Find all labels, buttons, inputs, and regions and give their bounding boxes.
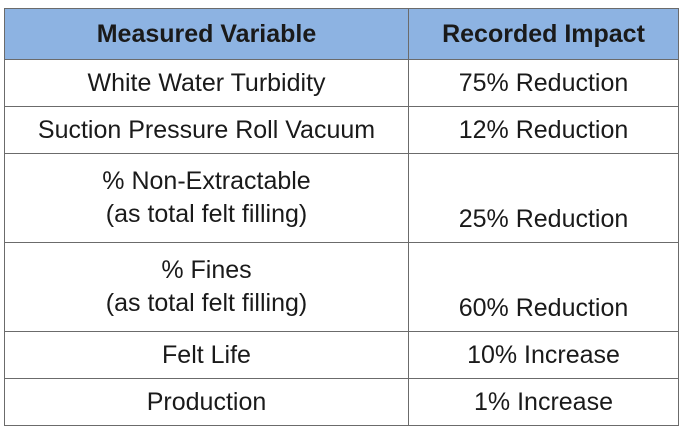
variable-line-note: (as total felt filling)	[105, 289, 308, 317]
variable-cell: Felt Life	[4, 331, 409, 379]
impact-cell: 60% Reduction	[408, 242, 679, 332]
impact-cell: 1% Increase	[408, 378, 679, 426]
variable-line-note: (as total felt filling)	[105, 200, 308, 228]
variable-cell: White Water Turbidity	[4, 59, 409, 107]
variable-cell: % Non-Extractable (as total felt filling…	[4, 153, 409, 243]
variable-cell: Suction Pressure Roll Vacuum	[4, 106, 409, 154]
table-row: % Fines (as total felt filling) 60% Redu…	[4, 242, 679, 332]
variable-cell: % Fines (as total felt filling)	[4, 242, 409, 332]
header-row: Measured Variable Recorded Impact	[4, 8, 679, 60]
column-header-measured-variable: Measured Variable	[4, 8, 409, 60]
impact-cell: 10% Increase	[408, 331, 679, 379]
impact-cell: 12% Reduction	[408, 106, 679, 154]
table-row: % Non-Extractable (as total felt filling…	[4, 153, 679, 243]
variable-cell: Production	[4, 378, 409, 426]
column-header-recorded-impact: Recorded Impact	[408, 8, 679, 60]
impact-table: Measured Variable Recorded Impact White …	[4, 8, 679, 426]
table-row: Felt Life 10% Increase	[4, 331, 679, 379]
impact-cell: 25% Reduction	[408, 153, 679, 243]
table-row: Suction Pressure Roll Vacuum 12% Reducti…	[4, 106, 679, 154]
impact-cell: 75% Reduction	[408, 59, 679, 107]
table-row: White Water Turbidity 75% Reduction	[4, 59, 679, 107]
variable-line-primary: % Fines	[161, 256, 252, 284]
table-row: Production 1% Increase	[4, 378, 679, 426]
variable-line-primary: % Non-Extractable	[102, 167, 311, 195]
